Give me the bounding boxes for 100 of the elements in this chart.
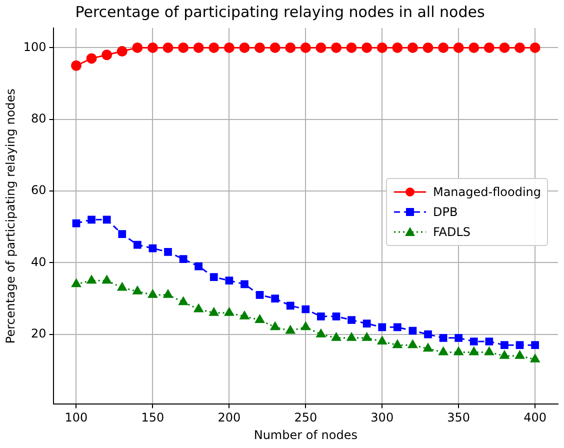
point [438, 42, 449, 53]
point [485, 338, 494, 346]
point [148, 244, 157, 252]
point [332, 312, 340, 320]
point [376, 42, 388, 53]
point [132, 286, 142, 294]
point [117, 282, 127, 291]
point [88, 216, 96, 224]
point [86, 53, 97, 64]
point [162, 42, 174, 53]
legend-label: DPB [432, 205, 458, 219]
point [316, 329, 326, 338]
point [132, 42, 143, 53]
point [348, 316, 356, 324]
point [514, 42, 526, 53]
point [484, 42, 494, 53]
point [270, 42, 280, 53]
point [378, 323, 386, 332]
point [453, 42, 464, 53]
point [285, 42, 296, 53]
x-tick-label: 350 [447, 410, 470, 425]
point [286, 302, 294, 310]
point [362, 320, 371, 328]
point [255, 314, 264, 324]
point [346, 332, 356, 341]
point [224, 308, 234, 316]
point [530, 42, 540, 53]
point [301, 322, 310, 330]
point [271, 294, 279, 302]
point [407, 42, 418, 53]
point [515, 350, 524, 359]
point [530, 354, 540, 362]
point [193, 42, 204, 53]
point [147, 42, 158, 53]
point [500, 350, 510, 359]
point [469, 347, 479, 356]
point [438, 347, 448, 356]
point [377, 336, 387, 344]
point [116, 46, 128, 57]
point [178, 296, 188, 306]
point [210, 273, 218, 281]
point [239, 42, 250, 53]
point [256, 290, 264, 299]
point [499, 42, 510, 53]
point [454, 334, 463, 342]
point [194, 262, 203, 270]
point [102, 50, 112, 60]
point [286, 326, 296, 334]
point [392, 42, 403, 53]
point [208, 42, 220, 53]
point [179, 255, 188, 264]
point [163, 290, 173, 298]
point [362, 332, 372, 341]
point [209, 308, 219, 316]
point [133, 240, 142, 249]
point [224, 42, 234, 53]
point [225, 276, 234, 285]
point [240, 280, 248, 288]
y-axis-title: Percentage of participating relaying nodes [3, 88, 18, 344]
point [424, 330, 432, 338]
x-tick-label: 100 [64, 410, 88, 425]
point [500, 341, 508, 350]
point [516, 341, 524, 350]
point [484, 347, 494, 356]
y-tick-label: 80 [31, 111, 46, 126]
point [393, 323, 402, 332]
point [148, 290, 158, 298]
point [330, 42, 342, 53]
point [254, 42, 266, 53]
point [346, 42, 357, 53]
point [86, 275, 96, 284]
point [468, 42, 480, 53]
point [423, 343, 433, 352]
y-tick-label: 60 [31, 183, 46, 198]
point [317, 312, 325, 320]
point [102, 275, 112, 284]
point [72, 219, 80, 228]
x-tick-label: 250 [294, 410, 318, 425]
point [470, 338, 478, 346]
point [70, 60, 82, 71]
point [164, 248, 172, 256]
point [408, 326, 417, 335]
x-tick-label: 150 [141, 410, 164, 425]
point [316, 42, 326, 53]
point [178, 42, 189, 53]
legend-label: FADLS [432, 225, 471, 239]
point [302, 305, 310, 314]
point [531, 341, 539, 350]
legend-label: Managed-flooding [432, 185, 541, 199]
point [240, 311, 250, 320]
point [439, 334, 448, 342]
chart-title: Percentage of participating relaying nodes in all nodes [75, 2, 485, 21]
point [332, 332, 341, 341]
point [408, 340, 418, 348]
y-tick-label: 40 [31, 254, 46, 269]
point [72, 278, 81, 288]
point [392, 340, 402, 348]
y-tick-label: 100 [23, 40, 46, 54]
point [270, 322, 280, 330]
x-tick-label: 300 [370, 410, 394, 425]
